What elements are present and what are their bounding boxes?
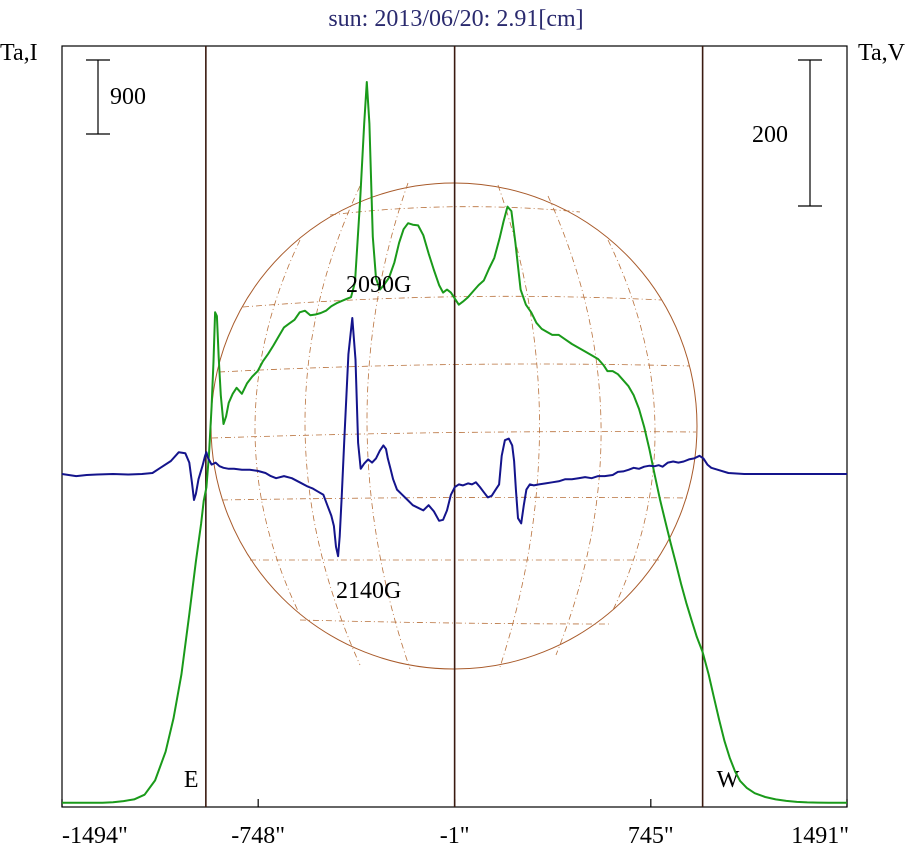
x-tick-label: -748" xyxy=(231,823,285,849)
series-layer xyxy=(61,81,847,804)
limb-label: E xyxy=(184,767,199,793)
x-axis-tick-labels: -1494" -748" -1" 745" 1491" xyxy=(62,823,849,849)
annotation-2090g: 2090G xyxy=(346,272,411,298)
intensity-scale-label: 900 xyxy=(110,84,146,110)
x-tick-label: -1" xyxy=(440,823,470,849)
series-line-v xyxy=(61,317,847,558)
chart-title: sun: 2013/06/20: 2.91[cm] xyxy=(328,6,583,32)
left-axis-label: Ta,I xyxy=(0,40,38,66)
right-axis-label: Ta,V xyxy=(858,40,906,66)
polarization-scale-bar xyxy=(798,59,822,207)
x-tick-label: 1491" xyxy=(791,823,849,849)
limb-label: W xyxy=(717,767,740,793)
annotation-2140g: 2140G xyxy=(336,578,401,604)
x-tick-label: 745" xyxy=(628,823,674,849)
intensity-scale-bar xyxy=(86,59,110,135)
x-tick-label: -1494" xyxy=(62,823,128,849)
series-line-i xyxy=(61,81,847,804)
polarization-scale-label: 200 xyxy=(752,122,788,148)
